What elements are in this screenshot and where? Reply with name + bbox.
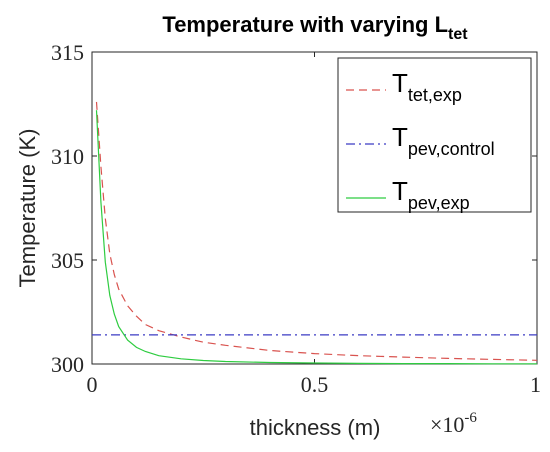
y-tick-label: 310 <box>51 144 84 169</box>
x-axis-label: thickness (m) <box>250 415 381 440</box>
legend-label: Tpev,control <box>392 122 495 159</box>
series-line-pev-exp <box>95 110 537 365</box>
x-axis-multiplier-exponent: -6 <box>464 410 477 426</box>
series <box>92 101 538 365</box>
legend-label: Ttet,exp <box>392 68 462 105</box>
series-line-tet-exp <box>95 101 538 361</box>
legend-label: Tpev,exp <box>392 176 470 213</box>
chart-title-subscript: tet <box>448 26 468 43</box>
y-axis-label: Temperature (K) <box>15 129 40 288</box>
y-tick-label: 305 <box>51 248 84 273</box>
x-tick-label: 0 <box>87 372 98 397</box>
y-tick-label: 315 <box>51 40 84 65</box>
legend-box <box>337 57 532 213</box>
x-tick-label: 0.5 <box>301 372 329 397</box>
x-axis-multiplier: ×10-6 <box>430 410 477 437</box>
ticks: 300 305 310 315 0 0.5 1 <box>51 40 541 397</box>
legend: Ttet,exp Tpev,control Tpev,exp <box>337 57 532 213</box>
chart-title: Temperature with varying Ltet <box>162 12 468 43</box>
y-tick-label: 300 <box>51 352 84 377</box>
x-tick-label: 1 <box>530 372 541 397</box>
